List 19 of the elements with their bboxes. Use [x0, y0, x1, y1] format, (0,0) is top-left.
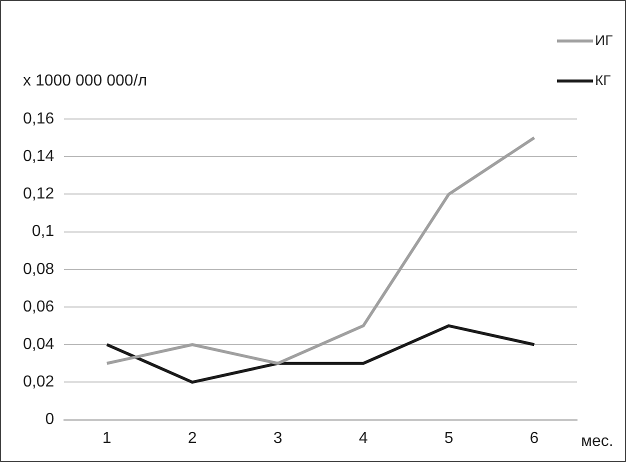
y-tick-label: 0,16: [23, 110, 54, 128]
x-tick-label: 6: [530, 430, 539, 447]
x-tick-label: 5: [444, 430, 454, 447]
x-tick-label: 4: [358, 430, 368, 447]
x-tick-label: 2: [188, 430, 197, 447]
y-tick-label: 0,12: [23, 186, 54, 203]
y-tick-label: 0,14: [23, 148, 54, 166]
legend-label: ИГ: [595, 32, 614, 48]
y-tick-label: 0: [45, 411, 54, 428]
y-tick-label: 0,06: [23, 298, 54, 316]
y-tick-label: 0,04: [23, 336, 54, 354]
x-tick-label: 3: [273, 430, 282, 447]
x-tick-label: 1: [102, 430, 112, 447]
y-axis-title: x 1000 000 000/л: [23, 72, 148, 90]
y-tick-label: 0,1: [32, 223, 54, 240]
x-axis-title: мес.: [581, 433, 614, 450]
legend-label: КГ: [595, 72, 612, 88]
y-tick-label: 0,08: [23, 260, 54, 278]
y-tick-label: 0,02: [23, 374, 54, 391]
